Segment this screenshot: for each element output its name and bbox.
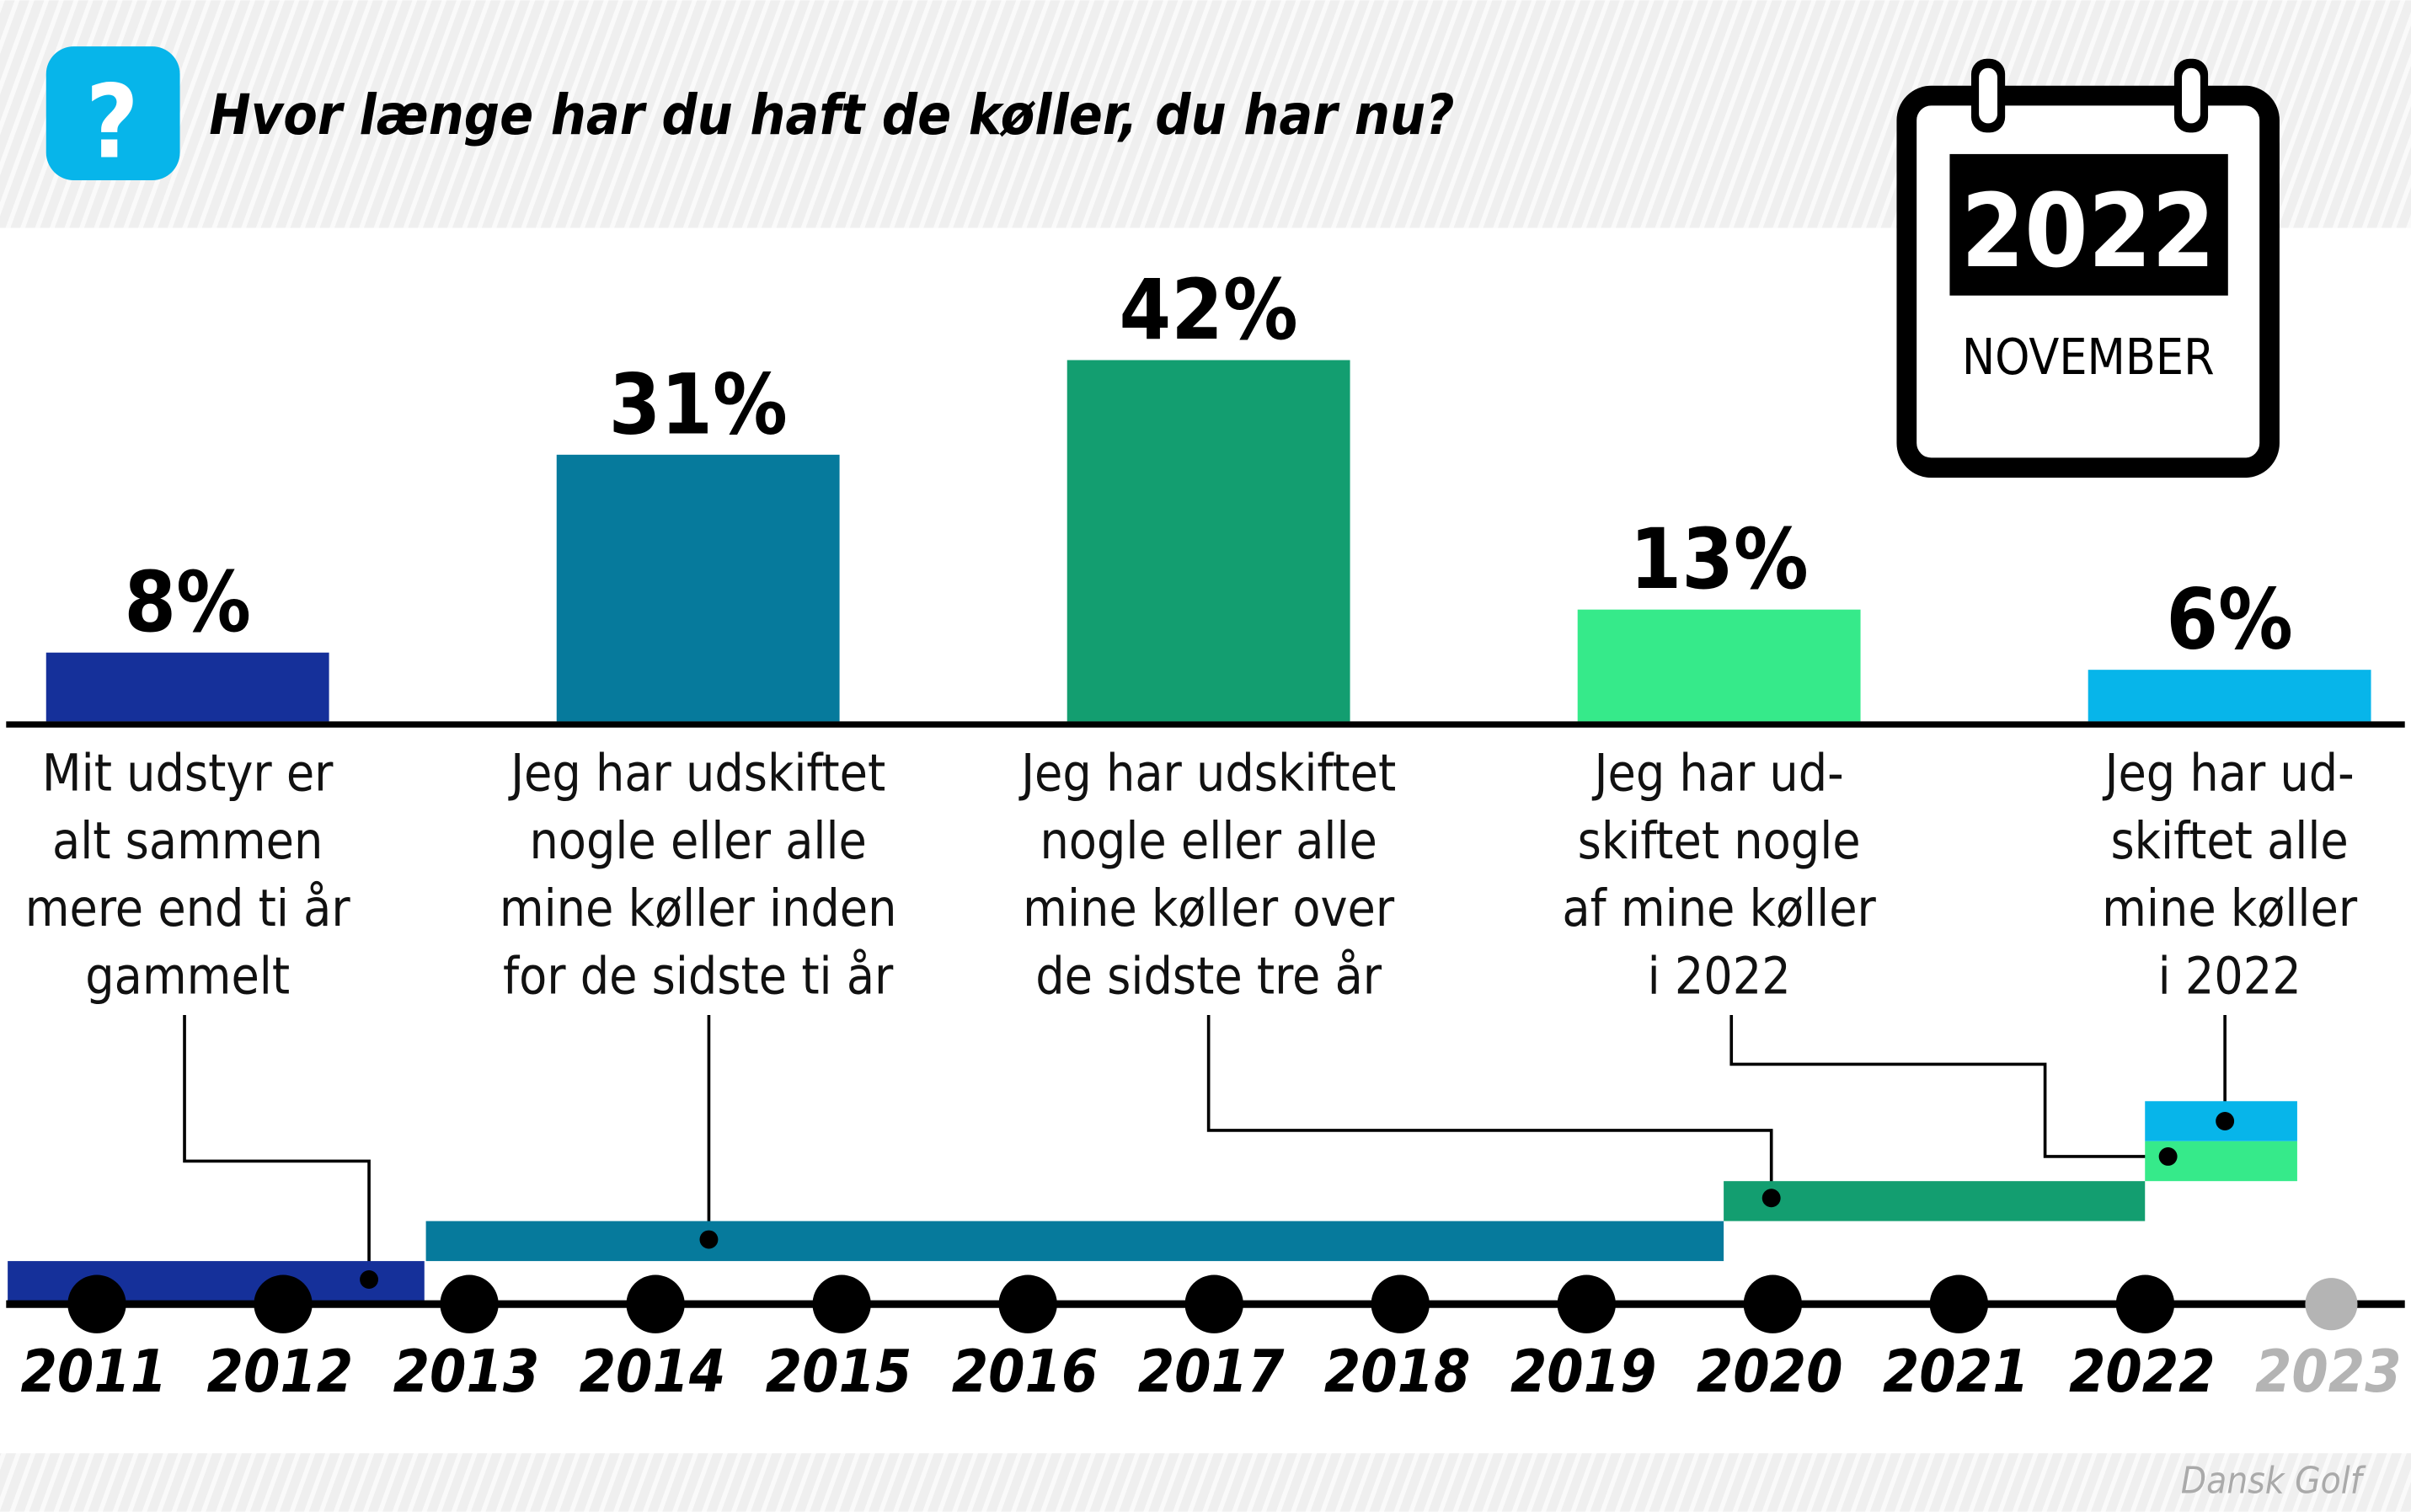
timeline-year-label: 2021 [1883, 1338, 2029, 1406]
category-label: for de sidste ti år [503, 948, 894, 1007]
category-label: i 2022 [1648, 948, 1791, 1007]
calendar-icon [1896, 58, 2280, 478]
calendar-month: NOVEMBER [1962, 329, 2215, 386]
category-label: mere end ti år [25, 879, 351, 938]
bar-value-label: 42% [1120, 263, 1298, 359]
category-label: nogle eller alle [529, 812, 866, 871]
category-label: Jeg har ud- [1592, 745, 1844, 804]
category-label: gammelt [85, 948, 290, 1007]
category-label: Jeg har udskiftet [1018, 745, 1396, 804]
timeline-year-label: 2018 [1324, 1338, 1471, 1406]
category-label: alt sammen [52, 812, 323, 871]
timeline-year-dot [1371, 1274, 1430, 1333]
timeline-year-dot [1743, 1274, 1803, 1333]
timeline-year-dot [2115, 1274, 2175, 1333]
category-label: Mit udstyr er [42, 745, 334, 804]
timeline-year-dot [254, 1274, 313, 1333]
category-label: af mine køller [1562, 879, 1876, 938]
category-label: de sidste tre år [1035, 948, 1382, 1007]
calendar-year: 2022 [1961, 173, 2216, 291]
timeline-year-label: 2019 [1510, 1338, 1657, 1406]
bar-value-label: 8% [124, 555, 251, 651]
timeline-year-label: 2023 [2255, 1338, 2402, 1406]
timeline-year-label: 2015 [766, 1338, 912, 1406]
timeline-year-dot [67, 1274, 126, 1333]
category-label: mine køller [2102, 879, 2358, 938]
svg-text:?: ? [86, 64, 139, 182]
timeline-year-label: 2022 [2069, 1338, 2216, 1406]
timeline-year-dot [1929, 1274, 1989, 1333]
timeline-year-dot [2305, 1278, 2358, 1331]
bar [1067, 360, 1350, 722]
bar-value-label: 13% [1630, 512, 1809, 608]
question-mark-icon: ? [45, 46, 180, 182]
category-label: nogle eller alle [1040, 812, 1377, 871]
category-label: Jeg har ud- [2103, 745, 2355, 804]
timeline-year-dot [440, 1274, 499, 1333]
timeline-year-dot [812, 1274, 871, 1333]
bar [556, 454, 840, 722]
timeline-year-label: 2011 [21, 1338, 168, 1406]
bar [2088, 670, 2371, 722]
source-credit: Dansk Golf [2181, 1460, 2366, 1503]
category-label: skiftet alle [2110, 812, 2348, 871]
timeline-year-dot [998, 1274, 1057, 1333]
timeline-year-label: 2013 [393, 1338, 540, 1406]
timeline-year-dot [626, 1274, 685, 1333]
category-label: mine køller over [1023, 879, 1395, 938]
bar [45, 652, 329, 722]
bar-value-label: 6% [2166, 573, 2293, 669]
timeline-period-bar [1724, 1181, 2146, 1221]
timeline-year-label: 2016 [952, 1338, 1099, 1406]
category-label: mine køller inden [500, 879, 897, 938]
category-label: skiftet nogle [1578, 812, 1861, 871]
timeline-period-bar [425, 1221, 1724, 1262]
footer-band [0, 1453, 2411, 1512]
category-label: Jeg har udskiftet [508, 745, 885, 804]
bar [1577, 609, 1861, 722]
timeline-year-label: 2017 [1138, 1338, 1285, 1406]
timeline-year-label: 2012 [207, 1338, 354, 1406]
timeline-year-label: 2020 [1697, 1338, 1843, 1406]
connector-dots [360, 1112, 2235, 1289]
timeline-year-dot [1184, 1274, 1243, 1333]
category-label: i 2022 [2158, 948, 2301, 1007]
timeline-year-dot [1557, 1274, 1616, 1333]
timeline-year-label: 2014 [580, 1338, 726, 1406]
bar-value-label: 31% [609, 357, 788, 453]
page-title: Hvor længe har du haft de køller, du har… [209, 83, 1454, 147]
